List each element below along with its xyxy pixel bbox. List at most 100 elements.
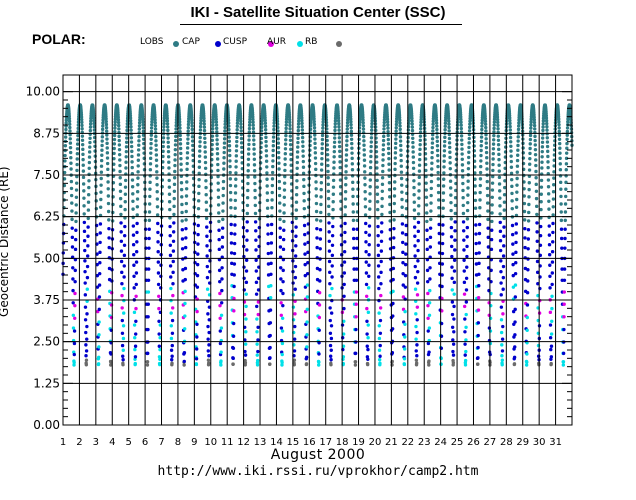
data-point-lobs [411, 145, 415, 149]
data-point-lobs [406, 128, 411, 132]
data-point-lobs [331, 200, 335, 204]
data-point-aur [403, 322, 407, 327]
data-point-lobs [272, 127, 276, 132]
data-point-lobs [539, 192, 543, 196]
data-point-lobs [375, 200, 380, 204]
data-point-lobs [104, 129, 109, 133]
data-point-cap [95, 273, 100, 278]
data-point-cap [501, 254, 506, 258]
data-point-cap [367, 274, 371, 278]
data-point-lobs [154, 143, 158, 147]
data-point-lobs [412, 179, 416, 183]
data-point-aur [183, 301, 187, 306]
data-point-lobs [387, 187, 392, 192]
data-point-cusp [415, 305, 420, 309]
data-point-lobs [253, 175, 257, 179]
data-point-cap [513, 320, 517, 324]
data-point-lobs [349, 129, 354, 134]
data-point-lobs [497, 182, 502, 186]
data-point-aur [122, 298, 126, 303]
data-point-lobs [198, 144, 202, 148]
data-point-lobs [449, 186, 453, 190]
data-point-lobs [180, 219, 184, 223]
data-point-cap [156, 282, 161, 287]
data-point-aur [305, 283, 310, 287]
data-point-lobs [496, 127, 500, 131]
data-point-cap [134, 260, 139, 264]
data-point-lobs [521, 151, 525, 155]
data-point-cap [82, 229, 87, 234]
data-point-lobs [546, 149, 550, 154]
data-point-lobs [399, 176, 404, 181]
data-point-lobs [234, 159, 238, 163]
data-point-lobs [564, 162, 569, 166]
data-point-aur [328, 293, 332, 298]
data-point-lobs [295, 172, 299, 177]
data-point-cap [84, 349, 89, 353]
data-point-lobs [130, 178, 135, 182]
data-point-cap [535, 270, 540, 275]
data-point-lobs [338, 185, 343, 189]
data-point-lobs [141, 137, 146, 141]
data-point-lobs [153, 127, 158, 131]
data-point-lobs [435, 135, 439, 139]
data-point-cap [257, 225, 262, 230]
data-point-lobs [349, 133, 354, 137]
data-point-lobs [387, 162, 391, 166]
data-point-aur [133, 336, 137, 340]
data-point-lobs [112, 156, 116, 161]
x-tick-label: 15 [287, 437, 300, 448]
data-point-lobs [392, 187, 397, 191]
data-point-lobs [319, 187, 323, 192]
data-point-aur [500, 363, 504, 367]
data-point-cusp [109, 303, 114, 307]
data-point-lobs [466, 200, 470, 205]
data-point-cap [378, 354, 382, 358]
data-point-lobs [484, 125, 488, 130]
data-point-cap [378, 343, 382, 348]
data-point-lobs [313, 137, 317, 141]
data-point-lobs [172, 182, 177, 187]
data-point-cap [71, 288, 75, 293]
data-point-cap [304, 355, 309, 360]
data-point-cap [254, 248, 258, 252]
data-point-lobs [141, 117, 145, 121]
data-point-lobs [117, 127, 121, 131]
data-point-cap [180, 237, 185, 241]
data-point-lobs [418, 134, 423, 138]
data-point-cap [327, 249, 332, 253]
data-point-aur [524, 363, 529, 367]
x-tick-label: 21 [385, 437, 398, 448]
data-point-aur [525, 315, 530, 320]
data-point-cusp [218, 291, 222, 296]
data-point-cap [156, 250, 160, 254]
data-point-cap [428, 245, 433, 249]
data-point-cap [229, 241, 234, 245]
data-point-lobs [509, 149, 513, 153]
data-point-cap [404, 232, 408, 237]
data-point-lobs [86, 208, 91, 212]
data-point-aur [280, 360, 284, 365]
data-point-lobs [424, 174, 428, 179]
data-point-lobs [394, 137, 398, 141]
data-point-cusp [317, 303, 322, 307]
data-point-cap [465, 265, 469, 269]
data-point-cap [379, 239, 384, 243]
data-point-cap [144, 236, 148, 241]
data-point-cap [514, 261, 518, 265]
data-point-lobs [301, 149, 305, 153]
data-point-lobs [467, 155, 471, 160]
data-point-lobs [539, 185, 544, 189]
data-point-cap [551, 230, 555, 235]
data-point-cap [551, 221, 555, 226]
data-point-lobs [529, 123, 533, 127]
data-point-lobs [491, 174, 495, 179]
data-point-cap [171, 249, 176, 253]
data-point-lobs [533, 127, 537, 131]
data-point-lobs [136, 153, 141, 157]
data-point-cap [269, 272, 273, 277]
data-point-lobs [131, 207, 135, 211]
data-point-rb [207, 361, 211, 365]
data-point-cap [84, 353, 88, 358]
data-point-lobs [141, 122, 145, 127]
